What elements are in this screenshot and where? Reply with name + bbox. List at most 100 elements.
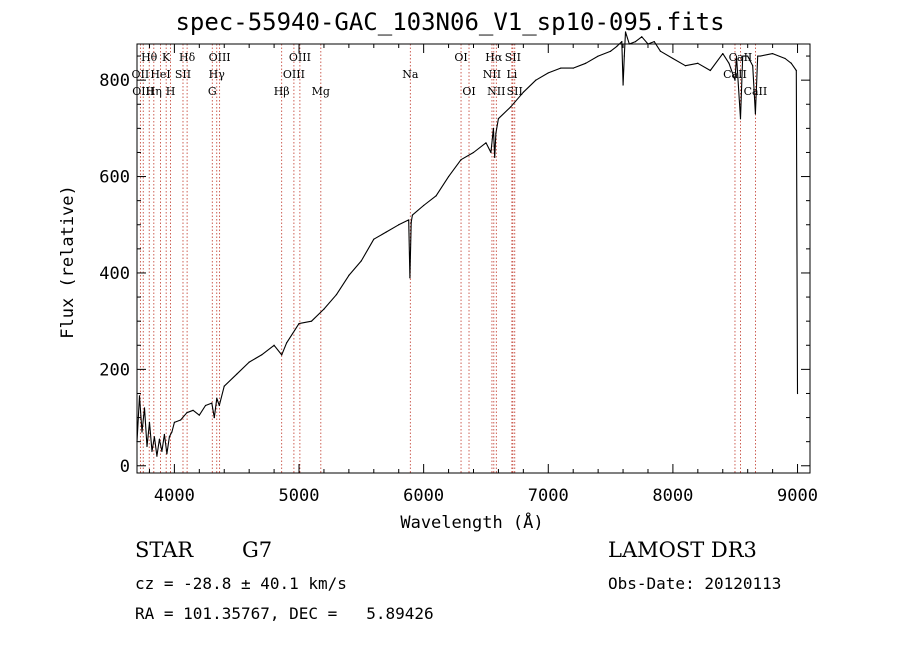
data-point-54 (495, 132, 497, 134)
data-point-88 (754, 113, 757, 115)
data-point-90 (759, 55, 761, 57)
object-subclass: G7 (242, 538, 273, 562)
data-point-47 (447, 175, 450, 178)
data-point-56 (510, 106, 512, 108)
data-point-89 (757, 55, 759, 57)
line-label-11: G (208, 85, 217, 98)
data-point-66 (621, 40, 623, 43)
line-label-22: SII (505, 51, 521, 64)
data-point-74 (653, 40, 655, 43)
data-point-40 (398, 224, 400, 226)
data-point-9 (158, 438, 161, 440)
chart-title: spec-55940-GAC_103N06_V1_sp10-095.fits (175, 8, 725, 36)
data-point-50 (485, 142, 487, 144)
line-label-27: CaII (744, 85, 768, 98)
line-label-13: OIII (289, 51, 311, 64)
data-point-85 (742, 55, 744, 57)
data-point-58 (535, 79, 537, 81)
data-point-41 (408, 219, 410, 221)
data-point-79 (709, 69, 711, 72)
y-axis-label: Flux (relative) (58, 185, 78, 339)
data-point-72 (641, 36, 643, 38)
survey-name: LAMOST DR3 (608, 538, 757, 562)
data-point-49 (472, 151, 475, 154)
data-point-3 (143, 407, 146, 409)
data-point-81 (728, 62, 730, 64)
redshift-cz: cz = -28.8 ± 40.1 km/s (135, 574, 347, 593)
axis-tick-labels: 4000 5000 6000 7000 8000 9000 0 200 400 600 800 (99, 71, 818, 506)
x-tick-label-4000: 4000 (154, 486, 195, 506)
x-tick-label-6000: 6000 (403, 486, 444, 506)
line-label-1: OII (132, 68, 150, 81)
data-point-51 (490, 151, 492, 154)
data-point-86 (747, 55, 749, 57)
data-point-14 (171, 431, 173, 433)
data-point-23 (216, 397, 218, 399)
line-label-9: OIII (209, 51, 231, 64)
x-tick-label-9000: 9000 (777, 486, 818, 506)
line-label-20: NII (483, 68, 501, 81)
data-point-19 (198, 414, 200, 416)
line-label-7: Hδ (179, 51, 196, 64)
data-point-18 (192, 409, 194, 411)
line-label-4: K (162, 51, 171, 64)
data-point-17 (186, 412, 188, 414)
data-point-71 (634, 40, 637, 43)
line-label-12: Hβ (274, 85, 290, 98)
data-point-11 (163, 433, 166, 436)
data-point-28 (261, 354, 263, 356)
line-label-5: HeI (150, 68, 170, 81)
data-point-60 (560, 67, 562, 69)
data-point-75 (659, 50, 662, 52)
data-point-5 (148, 421, 151, 423)
line-label-25: CaII (729, 51, 753, 64)
data-point-4 (146, 445, 148, 448)
line-label-23: Li (506, 68, 517, 81)
data-point-22 (213, 416, 215, 419)
data-point-13 (168, 436, 171, 438)
data-point-48 (460, 159, 462, 161)
data-point-78 (697, 62, 699, 64)
data-point-39 (385, 231, 387, 233)
data-point-27 (248, 361, 250, 363)
data-point-69 (624, 31, 627, 33)
ra-dec-coordinates: RA = 101.35767, DEC = 5.89426 (135, 604, 434, 623)
line-label-8: SII (175, 68, 191, 81)
x-axis-label: Wavelength (Å) (400, 511, 543, 533)
data-point-87 (752, 65, 754, 67)
data-point-10 (161, 450, 163, 452)
line-label-3: Hη (146, 85, 162, 98)
data-point-68 (623, 55, 625, 57)
x-tick-label-5000: 5000 (279, 486, 320, 506)
emission-line-markers (139, 44, 756, 473)
line-label-15: Mg (312, 85, 330, 98)
data-point-12 (166, 453, 168, 455)
data-point-20 (204, 404, 207, 407)
data-point-15 (173, 421, 175, 423)
data-point-95 (796, 392, 799, 395)
data-point-44 (411, 214, 414, 216)
data-point-93 (790, 62, 792, 64)
data-point-82 (734, 79, 736, 81)
data-point-6 (151, 450, 153, 452)
data-point-64 (609, 50, 612, 52)
data-point-57 (522, 91, 524, 93)
data-point-42 (409, 277, 411, 279)
y-tick-label-200: 200 (99, 360, 130, 380)
data-point-16 (180, 419, 182, 421)
data-point-35 (335, 294, 338, 296)
data-point-25 (223, 385, 225, 387)
data-point-46 (435, 195, 437, 197)
line-label-19: Hα (485, 51, 503, 64)
line-label-10: Hγ (209, 68, 226, 81)
data-point-62 (585, 62, 587, 64)
data-point-52 (492, 127, 495, 129)
y-tick-label-400: 400 (99, 264, 130, 284)
observation-date: Obs-Date: 20120113 (608, 574, 782, 593)
data-point-59 (547, 72, 549, 74)
data-point-67 (622, 84, 624, 86)
data-point-21 (211, 402, 213, 404)
data-point-43 (410, 221, 412, 223)
